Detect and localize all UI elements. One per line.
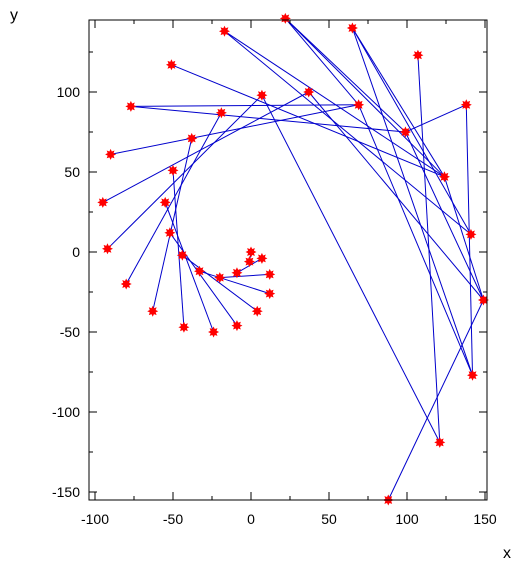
data-point [353, 99, 365, 111]
y-tick-label: -150 [52, 484, 80, 500]
data-markers [97, 12, 489, 506]
data-point [477, 294, 489, 306]
data-point [243, 256, 255, 268]
data-point [164, 227, 176, 239]
data-point [256, 89, 268, 101]
connector-line [224, 30, 472, 235]
connector-line [107, 94, 263, 250]
data-point [467, 369, 479, 381]
data-point [101, 243, 113, 255]
data-point [434, 436, 446, 448]
segment-lines [102, 18, 484, 501]
data-point [105, 148, 117, 160]
connector-line [284, 18, 406, 133]
connector-line [110, 104, 359, 155]
data-point [279, 12, 291, 24]
data-point [125, 100, 137, 112]
connector-line [404, 131, 484, 301]
data-point [399, 126, 411, 138]
x-tick-label: 150 [473, 511, 497, 527]
connector-line [164, 202, 215, 333]
connector-line [284, 18, 445, 178]
connector-line [284, 18, 360, 106]
connector-line [351, 27, 445, 178]
connector-line [358, 104, 473, 376]
plot-frame [88, 19, 488, 501]
data-point [438, 171, 450, 183]
x-tick-label: 50 [321, 511, 337, 527]
x-tick-label: -50 [163, 511, 183, 527]
data-point [194, 265, 206, 277]
y-tick-label: -50 [60, 324, 80, 340]
data-point [245, 246, 257, 258]
connector-line [171, 64, 445, 178]
connector-line [224, 30, 445, 178]
x-tick-label: -100 [81, 511, 109, 527]
data-point [346, 22, 358, 34]
data-point [165, 59, 177, 71]
data-point [264, 268, 276, 280]
data-point [186, 132, 198, 144]
data-point [264, 288, 276, 300]
data-point [120, 278, 132, 290]
data-point [303, 86, 315, 98]
data-point [256, 252, 268, 264]
x-tick-label: 100 [395, 511, 419, 527]
data-point [147, 305, 159, 317]
connector-line [405, 104, 467, 133]
connector-line [169, 232, 238, 326]
data-point [218, 25, 230, 37]
connector-line [199, 270, 270, 295]
connector-line [125, 112, 222, 285]
y-axis-label: y [10, 7, 18, 24]
connector-line [308, 91, 484, 301]
data-point [412, 49, 424, 61]
connector-line [351, 27, 473, 376]
data-point [214, 272, 226, 284]
connector-line [351, 27, 472, 235]
x-tick-label: 0 [247, 511, 255, 527]
y-axis-ticks: -150 -100 -50 0 50 100 [52, 51, 487, 500]
connector-line [219, 273, 270, 279]
y-tick-label: 50 [64, 164, 80, 180]
data-point [167, 164, 179, 176]
data-point [460, 99, 472, 111]
data-point [215, 107, 227, 119]
data-point [231, 320, 243, 332]
data-point [251, 305, 263, 317]
y-tick-label: 0 [72, 244, 80, 260]
connector-line [387, 299, 484, 501]
connector-line [152, 138, 193, 312]
x-axis-ticks: -100 -50 0 50 100 150 [81, 20, 497, 527]
connector-line [465, 104, 474, 376]
connector-line [443, 176, 484, 301]
data-point [176, 249, 188, 261]
data-point [97, 196, 109, 208]
connector-line [261, 94, 441, 443]
connector-line [182, 254, 258, 312]
connector-line [130, 105, 406, 133]
connector-line [130, 104, 359, 107]
data-point [465, 228, 477, 240]
x-axis-label: x [503, 545, 511, 562]
data-point [231, 267, 243, 279]
data-point [159, 196, 171, 208]
connector-line [102, 91, 309, 203]
y-tick-label: 100 [57, 84, 81, 100]
y-tick-label: -100 [52, 404, 80, 420]
data-point [178, 321, 190, 333]
data-point [208, 326, 220, 338]
